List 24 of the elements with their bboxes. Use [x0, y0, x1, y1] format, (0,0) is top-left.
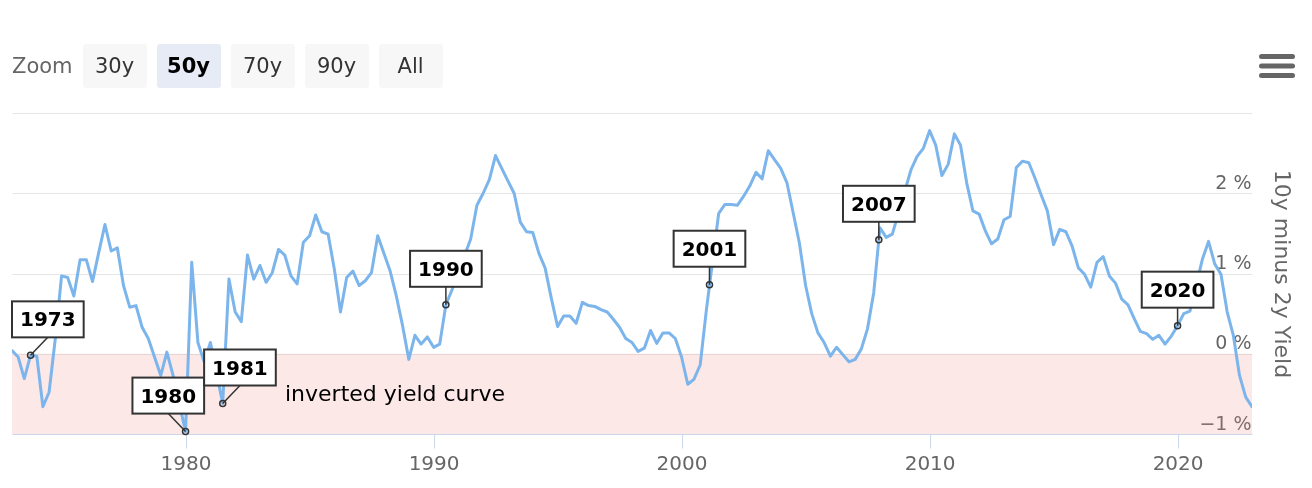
y-axis-title: 10y minus 2y Yield — [1269, 169, 1295, 379]
annotation: 2001 — [681, 236, 738, 261]
y-tick-label: −1 % — [1199, 411, 1252, 434]
annotation: 2020 — [1149, 277, 1206, 302]
zoom-button: 30y — [82, 44, 147, 88]
zoom-button: 90y — [304, 44, 369, 88]
y-tick-label: 2 % — [1215, 170, 1252, 193]
zoom-button: 70y — [230, 44, 295, 88]
annotation: 1980 — [140, 383, 197, 408]
zoom-button: 50y — [156, 44, 221, 88]
y-tick-label: 1 % — [1215, 251, 1252, 273]
x-tick-label: 1990 — [408, 450, 460, 475]
annotation: 1973 — [20, 307, 76, 332]
x-tick-label: 2000 — [656, 450, 708, 475]
text: Zoom — [12, 54, 73, 78]
annotation: 2007 — [850, 191, 907, 216]
annotation: 1981 — [212, 355, 268, 380]
x-tick-label: 1980 — [160, 450, 212, 475]
band-label: inverted yield curve — [285, 380, 506, 406]
y-tick-label: 0 % — [1215, 331, 1252, 354]
x-tick-label: 2010 — [904, 450, 956, 475]
x-tick-label: 2020 — [1152, 450, 1204, 475]
zoom-button: All — [378, 44, 443, 88]
annotation: 1990 — [418, 256, 474, 281]
